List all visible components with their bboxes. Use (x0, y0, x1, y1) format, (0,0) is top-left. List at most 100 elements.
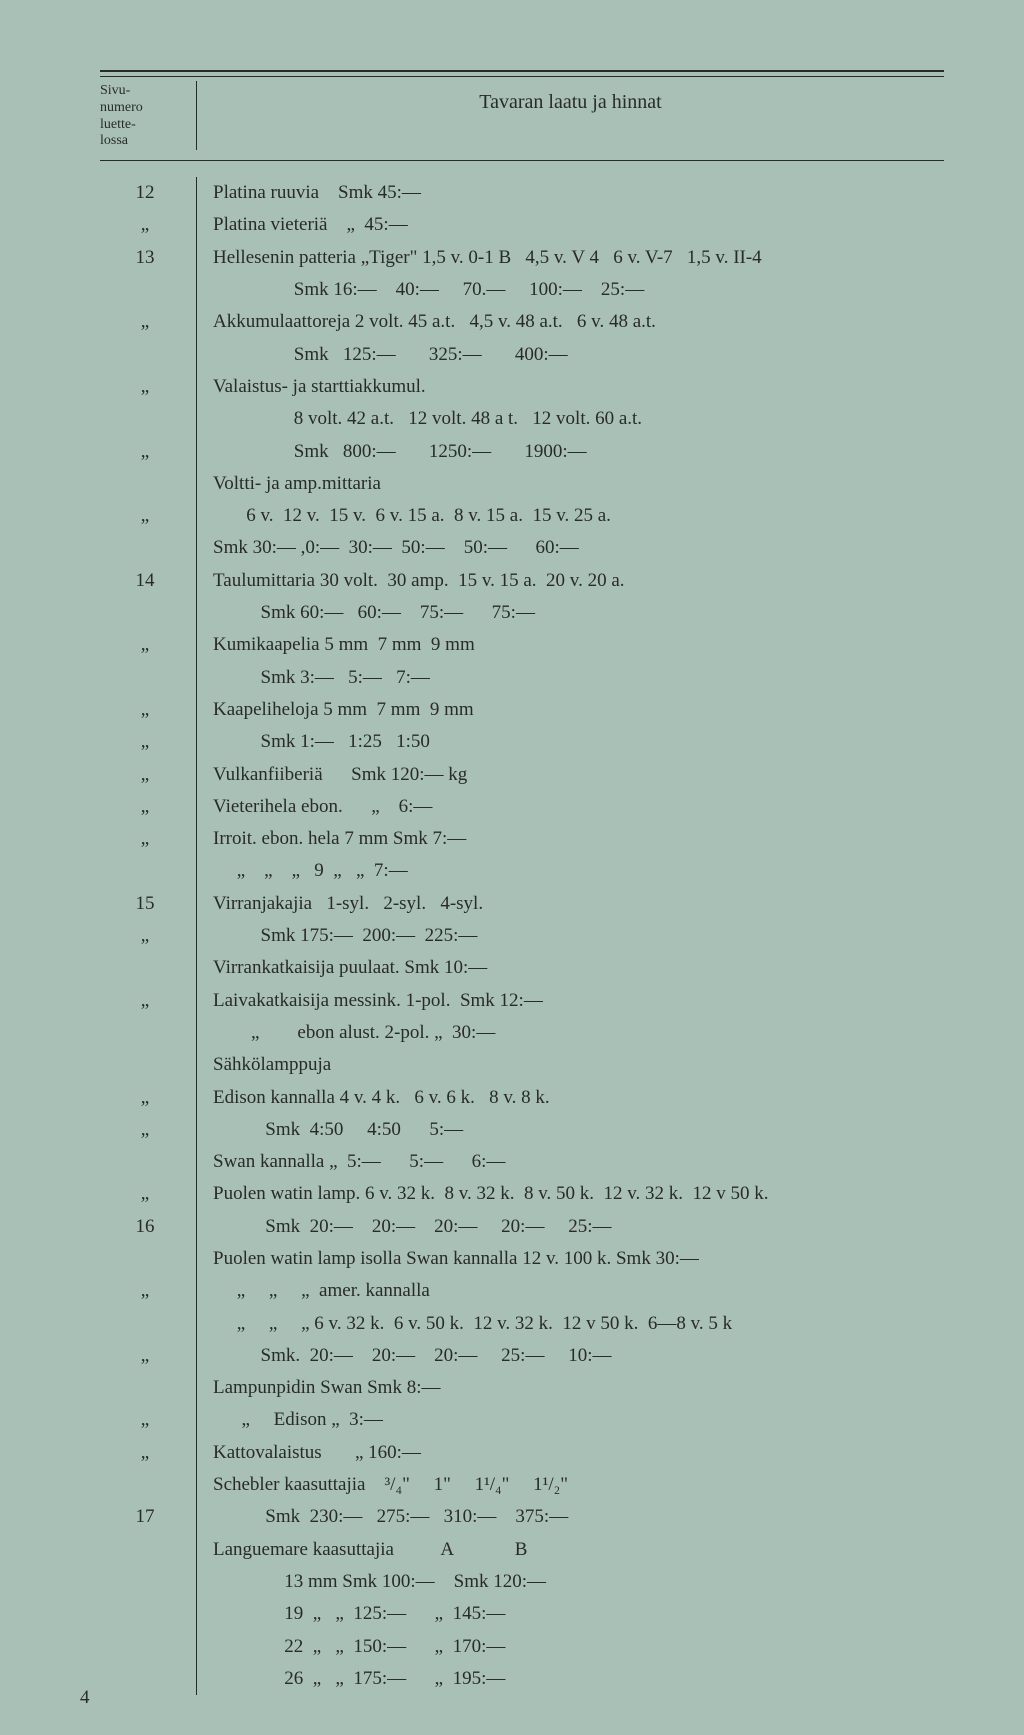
content-line: Smk 125:— 325:— 400:— (213, 339, 944, 371)
content-line: Swan kannalla „ 5:— 5:— 6:— (213, 1146, 944, 1178)
content-line: Platina vieteriä „ 45:— (213, 209, 944, 241)
content-line: Schebler kaasuttajia ³/₄" 1" 1¹/₄" 1¹/₂" (213, 1469, 944, 1501)
row-number (100, 662, 190, 694)
page-number-column: 12„13 „ „ „ „ 14 „ „„„„„ 15„ „ „„ „16 „ … (100, 177, 197, 1695)
content-column: Platina ruuvia Smk 45:—Platina vieteriä … (197, 177, 944, 1695)
content-line: Sähkölamppuja (213, 1049, 944, 1081)
row-number (100, 952, 190, 984)
content-line: Smk. 20:— 20:— 20:— 25:— 10:— (213, 1340, 944, 1372)
content-line: 22 „ „ 150:— „ 170:— (213, 1631, 944, 1663)
row-number: 17 (100, 1501, 190, 1533)
row-number (100, 339, 190, 371)
row-number (100, 468, 190, 500)
content-line: Voltti- ja amp.mittaria (213, 468, 944, 500)
row-number: „ (100, 759, 190, 791)
content-line: Smk 60:— 60:— 75:— 75:— (213, 597, 944, 629)
row-number: 12 (100, 177, 190, 209)
content-line: Kumikaapelia 5 mm 7 mm 9 mm (213, 629, 944, 661)
row-number: „ (100, 371, 190, 403)
content-line: 6 v. 12 v. 15 v. 6 v. 15 a. 8 v. 15 a. 1… (213, 500, 944, 532)
row-number: 16 (100, 1211, 190, 1243)
content-line: 13 mm Smk 100:— Smk 120:— (213, 1566, 944, 1598)
row-number (100, 274, 190, 306)
content-line: Vieterihela ebon. „ 6:— (213, 791, 944, 823)
content-line: Smk 3:— 5:— 7:— (213, 662, 944, 694)
row-number (100, 1598, 190, 1630)
content-line: „ ebon alust. 2-pol. „ 30:— (213, 1017, 944, 1049)
row-number: „ (100, 1114, 190, 1146)
row-number (100, 1469, 190, 1501)
row-number: „ (100, 209, 190, 241)
content-line: Valaistus- ja starttiakkumul. (213, 371, 944, 403)
row-number (100, 855, 190, 887)
row-number (100, 1566, 190, 1598)
content-line: Laivakatkaisija messink. 1-pol. Smk 12:— (213, 985, 944, 1017)
side-label-line: lossa (100, 133, 190, 150)
side-label: Sivu- numero luette- lossa (100, 81, 197, 150)
content-line: Smk 175:— 200:— 225:— (213, 920, 944, 952)
content-line: Smk 16:— 40:— 70.— 100:— 25:— (213, 274, 944, 306)
content-line: Languemare kaasuttajia A B (213, 1534, 944, 1566)
content-line: 26 „ „ 175:— „ 195:— (213, 1663, 944, 1695)
page-number: 4 (80, 1687, 90, 1709)
row-number: „ (100, 1340, 190, 1372)
row-number: „ (100, 694, 190, 726)
row-number: „ (100, 500, 190, 532)
side-label-line: luette- (100, 117, 190, 134)
content-line: Smk 800:— 1250:— 1900:— (213, 436, 944, 468)
row-number: „ (100, 436, 190, 468)
row-number: „ (100, 985, 190, 1017)
content-line: „ Edison „ 3:— (213, 1404, 944, 1436)
content-line: 19 „ „ 125:— „ 145:— (213, 1598, 944, 1630)
content-line: „ „ „ 9 „ „ 7:— (213, 855, 944, 887)
row-number (100, 532, 190, 564)
content-line: Kaapeliheloja 5 mm 7 mm 9 mm (213, 694, 944, 726)
content-line: „ „ „ amer. kannalla (213, 1275, 944, 1307)
row-number: „ (100, 1082, 190, 1114)
row-number (100, 1243, 190, 1275)
row-number (100, 1049, 190, 1081)
content-line: Taulumittaria 30 volt. 30 amp. 15 v. 15 … (213, 565, 944, 597)
content-line: 8 volt. 42 a.t. 12 volt. 48 a t. 12 volt… (213, 403, 944, 435)
row-number (100, 1146, 190, 1178)
row-number: „ (100, 629, 190, 661)
row-number: „ (100, 1275, 190, 1307)
row-number (100, 1534, 190, 1566)
content-line: Smk 1:— 1:25 1:50 (213, 726, 944, 758)
row-number: „ (100, 823, 190, 855)
content-line: Smk 20:— 20:— 20:— 20:— 25:— (213, 1211, 944, 1243)
content-line: Lampunpidin Swan Smk 8:— (213, 1372, 944, 1404)
row-number (100, 1017, 190, 1049)
row-number: „ (100, 1437, 190, 1469)
content-line: Irroit. ebon. hela 7 mm Smk 7:— (213, 823, 944, 855)
content-line: „ „ „ 6 v. 32 k. 6 v. 50 k. 12 v. 32 k. … (213, 1308, 944, 1340)
page-title: Tavaran laatu ja hinnat (197, 81, 944, 150)
row-number: „ (100, 1178, 190, 1210)
row-number: „ (100, 920, 190, 952)
content-line: Puolen watin lamp isolla Swan kannalla 1… (213, 1243, 944, 1275)
row-number: „ (100, 306, 190, 338)
row-number: 13 (100, 242, 190, 274)
row-number: 15 (100, 888, 190, 920)
row-number: „ (100, 726, 190, 758)
side-label-line: Sivu- (100, 83, 190, 100)
row-number: 14 (100, 565, 190, 597)
row-number (100, 597, 190, 629)
side-label-line: numero (100, 100, 190, 117)
content-line: Edison kannalla 4 v. 4 k. 6 v. 6 k. 8 v.… (213, 1082, 944, 1114)
content-line: Akkumulaattoreja 2 volt. 45 a.t. 4,5 v. … (213, 306, 944, 338)
content-line: Kattovalaistus „ 160:— (213, 1437, 944, 1469)
content-line: Smk 230:— 275:— 310:— 375:— (213, 1501, 944, 1533)
row-number (100, 403, 190, 435)
row-number: „ (100, 1404, 190, 1436)
content-line: Smk 4:50 4:50 5:— (213, 1114, 944, 1146)
row-number: „ (100, 791, 190, 823)
content-line: Virrankatkaisija puulaat. Smk 10:— (213, 952, 944, 984)
content-line: Hellesenin patteria „Tiger" 1,5 v. 0-1 B… (213, 242, 944, 274)
content-line: Virranjakajia 1-syl. 2-syl. 4-syl. (213, 888, 944, 920)
content-line: Platina ruuvia Smk 45:— (213, 177, 944, 209)
content-line: Vulkanfiiberiä Smk 120:— kg (213, 759, 944, 791)
content-line: Smk 30:— ,0:— 30:— 50:— 50:— 60:— (213, 532, 944, 564)
content-line: Puolen watin lamp. 6 v. 32 k. 8 v. 32 k.… (213, 1178, 944, 1210)
row-number (100, 1631, 190, 1663)
